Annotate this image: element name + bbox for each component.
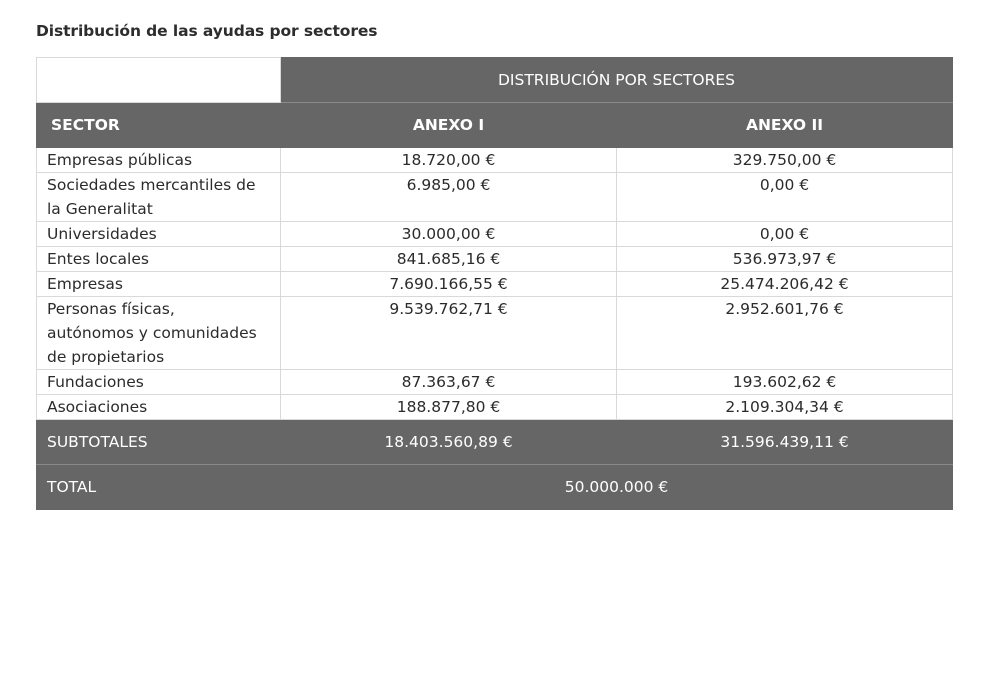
table-row: Universidades 30.000,00 € 0,00 € [36, 221, 953, 247]
annex-1-cell: 188.877,80 € [280, 394, 617, 420]
annex-2-cell: 0,00 € [616, 172, 953, 222]
subtotal-annex-1: 18.403.560,89 € [280, 419, 617, 465]
column-header-row: SECTOR ANEXO I ANEXO II [36, 102, 953, 148]
total-value: 50.000.000 € [280, 464, 953, 510]
sector-cell: Asociaciones [36, 394, 281, 420]
column-header-annex-2: ANEXO II [616, 102, 953, 148]
table-row: Empresas públicas 18.720,00 € 329.750,00… [36, 147, 953, 173]
sector-cell: Fundaciones [36, 369, 281, 395]
total-row: TOTAL 50.000.000 € [36, 464, 953, 510]
sector-cell: Universidades [36, 221, 281, 247]
annex-1-cell: 7.690.166,55 € [280, 271, 617, 297]
group-header: DISTRIBUCIÓN POR SECTORES [280, 57, 953, 103]
annex-1-cell: 6.985,00 € [280, 172, 617, 222]
table-row: Fundaciones 87.363,67 € 193.602,62 € [36, 369, 953, 395]
annex-2-cell: 329.750,00 € [616, 147, 953, 173]
sector-cell: Empresas públicas [36, 147, 281, 173]
annex-2-cell: 536.973,97 € [616, 246, 953, 272]
annex-2-cell: 2.952.601,76 € [616, 296, 953, 370]
sector-cell: Personas físicas, autónomos y comunidade… [36, 296, 281, 370]
annex-1-cell: 30.000,00 € [280, 221, 617, 247]
annex-1-cell: 87.363,67 € [280, 369, 617, 395]
group-header-row: DISTRIBUCIÓN POR SECTORES [36, 57, 953, 103]
column-header-annex-1: ANEXO I [280, 102, 617, 148]
annex-1-cell: 18.720,00 € [280, 147, 617, 173]
table-caption: Distribución de las ayudas por sectores [36, 22, 378, 40]
annex-2-cell: 25.474.206,42 € [616, 271, 953, 297]
annex-2-cell: 0,00 € [616, 221, 953, 247]
table-row: Personas físicas, autónomos y comunidade… [36, 296, 953, 370]
table-row: Entes locales 841.685,16 € 536.973,97 € [36, 246, 953, 272]
table-row: Asociaciones 188.877,80 € 2.109.304,34 € [36, 394, 953, 420]
sector-distribution-table: DISTRIBUCIÓN POR SECTORES SECTOR ANEXO I… [36, 57, 953, 510]
annex-2-cell: 2.109.304,34 € [616, 394, 953, 420]
annex-1-cell: 9.539.762,71 € [280, 296, 617, 370]
subtotal-row: SUBTOTALES 18.403.560,89 € 31.596.439,11… [36, 419, 953, 465]
sector-cell: Sociedades mercantiles de la Generalitat [36, 172, 281, 222]
sector-cell: Entes locales [36, 246, 281, 272]
table-row: Sociedades mercantiles de la Generalitat… [36, 172, 953, 222]
header-blank-cell [36, 57, 281, 103]
sector-cell: Empresas [36, 271, 281, 297]
total-label: TOTAL [36, 464, 281, 510]
annex-2-cell: 193.602,62 € [616, 369, 953, 395]
annex-1-cell: 841.685,16 € [280, 246, 617, 272]
table-row: Empresas 7.690.166,55 € 25.474.206,42 € [36, 271, 953, 297]
subtotal-label: SUBTOTALES [36, 419, 281, 465]
column-header-sector: SECTOR [36, 102, 281, 148]
subtotal-annex-2: 31.596.439,11 € [616, 419, 953, 465]
